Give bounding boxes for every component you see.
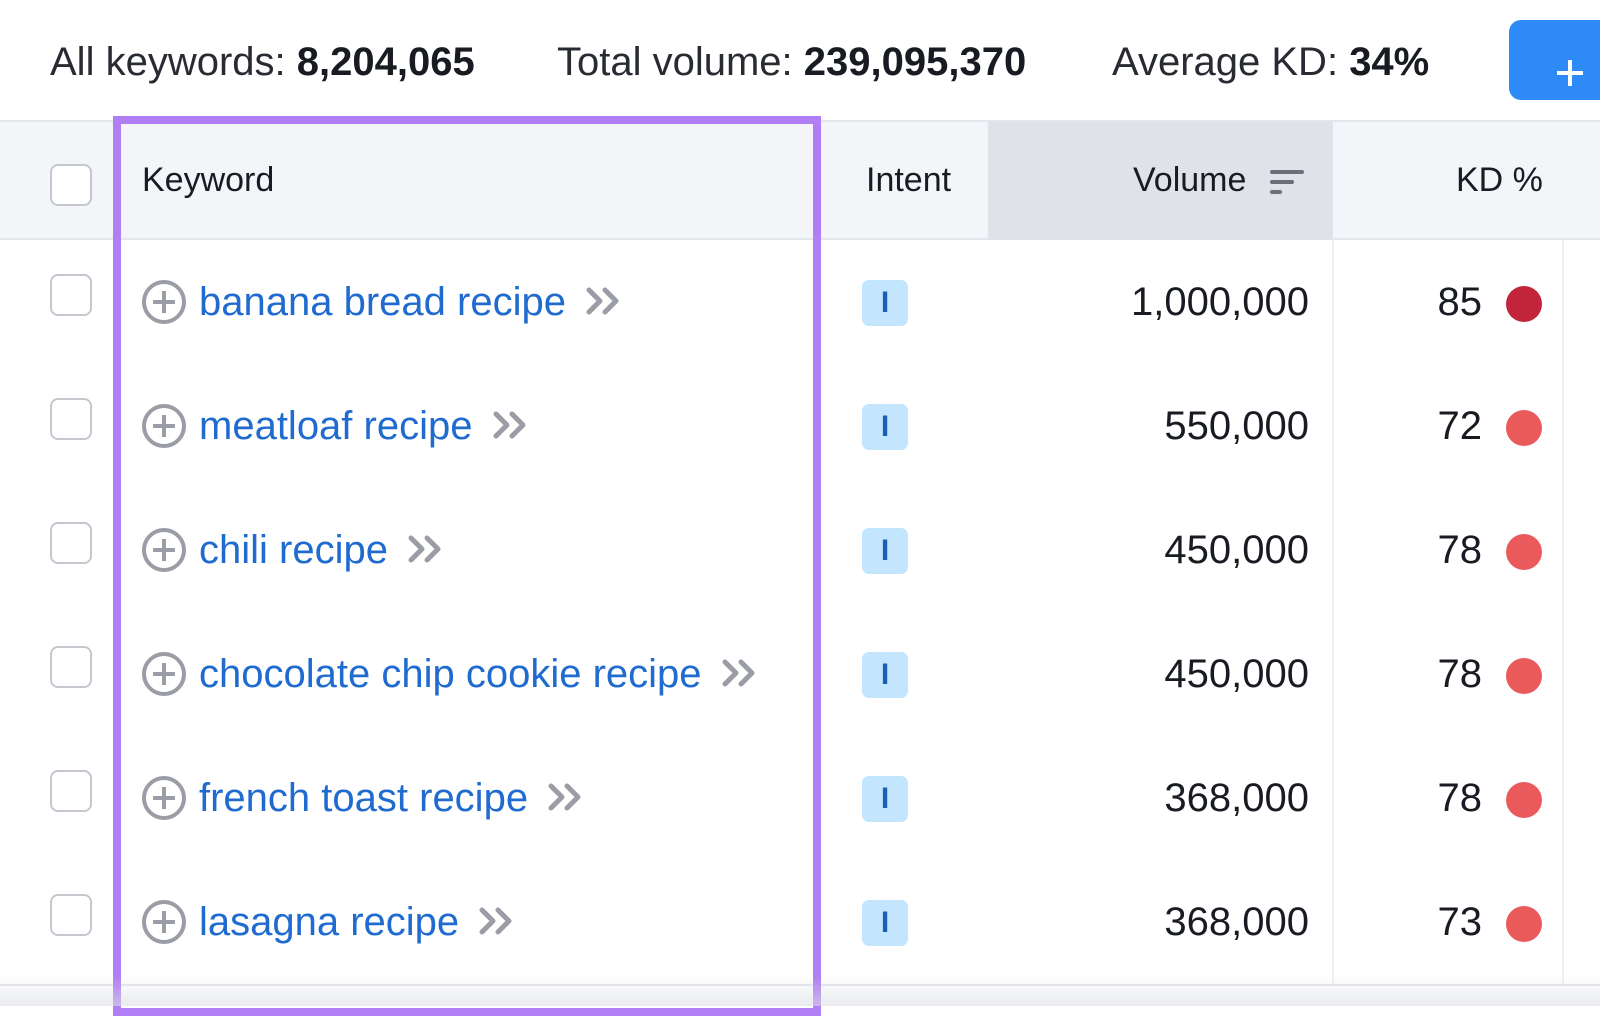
kd-difficulty-dot [1506, 286, 1542, 322]
column-divider [1562, 488, 1564, 612]
keyword-text: lasagna recipe [199, 900, 460, 944]
volume-value: 450,000 [1164, 652, 1309, 696]
keyword-text: banana bread recipe [199, 280, 566, 324]
column-divider [1562, 612, 1564, 736]
add-to-list-icon[interactable] [140, 402, 188, 450]
row-checkbox[interactable] [50, 274, 92, 316]
row-checkbox[interactable] [50, 646, 92, 688]
kd-difficulty-dot [1506, 782, 1542, 818]
kd-difficulty-dot [1506, 906, 1542, 942]
add-to-list-icon[interactable] [140, 774, 188, 822]
kd-column-header[interactable]: KD % [1456, 161, 1543, 199]
all-keywords-label: All keywords: [50, 40, 286, 84]
kd-value: 73 [1437, 900, 1483, 944]
intent-badge[interactable]: I [862, 280, 908, 326]
column-divider [1562, 736, 1564, 860]
select-all-checkbox[interactable] [50, 164, 92, 206]
keyword-link[interactable]: chocolate chip cookie recipe [199, 650, 761, 698]
all-keywords-stat: All keywords: 8,204,065 [50, 38, 475, 86]
all-keywords-value: 8,204,065 [296, 40, 475, 84]
kd-difficulty-dot [1506, 410, 1542, 446]
row-checkbox[interactable] [50, 770, 92, 812]
column-divider [1332, 736, 1334, 860]
kd-value: 78 [1437, 776, 1483, 820]
volume-value: 550,000 [1164, 404, 1309, 448]
intent-badge[interactable]: I [862, 652, 908, 698]
avg-kd-stat: Average KD: 34% [1112, 38, 1429, 86]
intent-badge[interactable]: I [862, 776, 908, 822]
double-chevron-right-icon[interactable] [721, 658, 761, 688]
volume-value: 450,000 [1164, 528, 1309, 572]
keywords-table: Keyword Intent Volume KD % banana bread … [0, 120, 1600, 1006]
keyword-link[interactable]: french toast recipe [199, 774, 587, 822]
keyword-text: chili recipe [199, 528, 388, 572]
double-chevron-right-icon[interactable] [492, 410, 532, 440]
total-volume-label: Total volume: [557, 40, 793, 84]
add-to-list-icon[interactable] [140, 898, 188, 946]
kd-value: 78 [1437, 652, 1483, 696]
column-divider [1562, 364, 1564, 488]
volume-column-header[interactable]: Volume [1133, 161, 1247, 199]
keyword-text: meatloaf recipe [199, 404, 473, 448]
volume-value: 368,000 [1164, 776, 1309, 820]
kd-value: 85 [1437, 280, 1483, 324]
keyword-link[interactable]: chili recipe [199, 526, 447, 574]
keyword-text: french toast recipe [199, 776, 529, 820]
row-checkbox[interactable] [50, 894, 92, 936]
column-divider [1562, 240, 1564, 364]
table-row: lasagna recipe I 368,000 73 [0, 860, 1600, 986]
avg-kd-label: Average KD: [1112, 40, 1339, 84]
total-volume-value: 239,095,370 [803, 40, 1027, 84]
double-chevron-right-icon[interactable] [547, 782, 587, 812]
add-to-list-icon[interactable] [140, 278, 188, 326]
keyword-link[interactable]: meatloaf recipe [199, 402, 532, 450]
intent-badge[interactable]: I [862, 528, 908, 574]
column-divider [1332, 612, 1334, 736]
kd-value: 78 [1437, 528, 1483, 572]
row-checkbox[interactable] [50, 398, 92, 440]
column-divider [1332, 240, 1334, 364]
keyword-link[interactable]: banana bread recipe [199, 278, 625, 326]
kd-difficulty-dot [1506, 534, 1542, 570]
avg-kd-value: 34% [1349, 40, 1430, 84]
table-row: chili recipe I 450,000 78 [0, 488, 1600, 614]
keyword-column-header[interactable]: Keyword [142, 161, 275, 199]
column-divider [1332, 364, 1334, 488]
bottom-fade [0, 976, 1600, 1006]
add-button[interactable] [1509, 20, 1600, 100]
table-row: french toast recipe I 368,000 78 [0, 736, 1600, 862]
keyword-link[interactable]: lasagna recipe [199, 898, 518, 946]
intent-badge[interactable]: I [862, 404, 908, 450]
sort-descending-icon[interactable] [1268, 168, 1306, 198]
intent-column-header[interactable]: Intent [866, 161, 952, 199]
column-divider [1562, 860, 1564, 984]
column-divider [1332, 488, 1334, 612]
row-checkbox[interactable] [50, 522, 92, 564]
total-volume-stat: Total volume: 239,095,370 [557, 38, 1026, 86]
add-to-list-icon[interactable] [140, 650, 188, 698]
table-row: banana bread recipe I 1,000,000 85 [0, 240, 1600, 366]
kd-value: 72 [1437, 404, 1483, 448]
kd-difficulty-dot [1506, 658, 1542, 694]
plus-icon [1557, 60, 1583, 86]
double-chevron-right-icon[interactable] [585, 286, 625, 316]
keyword-text: chocolate chip cookie recipe [199, 652, 702, 696]
column-divider [1332, 860, 1334, 984]
double-chevron-right-icon[interactable] [407, 534, 447, 564]
double-chevron-right-icon[interactable] [478, 906, 518, 936]
table-header: Keyword Intent Volume KD % [0, 120, 1600, 240]
volume-value: 368,000 [1164, 900, 1309, 944]
intent-badge[interactable]: I [862, 900, 908, 946]
table-row: meatloaf recipe I 550,000 72 [0, 364, 1600, 490]
add-to-list-icon[interactable] [140, 526, 188, 574]
table-row: chocolate chip cookie recipe I 450,000 7… [0, 612, 1600, 738]
summary-bar: All keywords: 8,204,065 Total volume: 23… [0, 0, 1600, 120]
volume-value: 1,000,000 [1131, 280, 1309, 324]
